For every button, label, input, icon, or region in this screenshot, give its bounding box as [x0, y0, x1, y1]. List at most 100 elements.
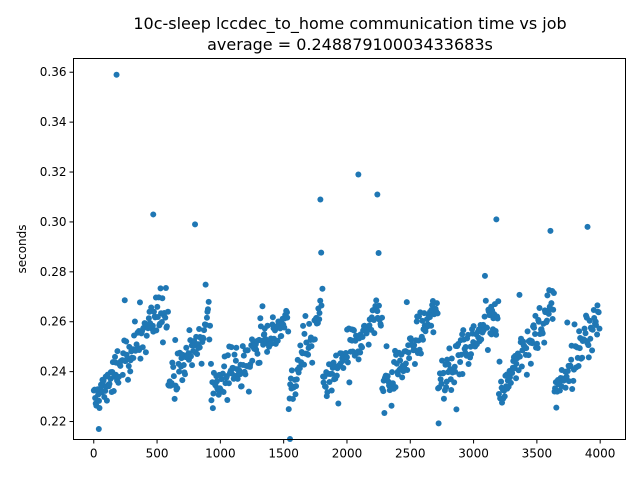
data-point [350, 327, 357, 334]
data-point [213, 378, 220, 385]
data-point [535, 318, 542, 325]
data-point [539, 330, 546, 337]
data-point [201, 327, 208, 334]
data-point [309, 359, 316, 366]
data-point [203, 314, 210, 321]
outlier-point [493, 216, 500, 223]
data-point [335, 400, 342, 407]
data-point [501, 393, 508, 400]
data-point [234, 375, 241, 382]
data-point [228, 344, 235, 351]
data-point [404, 367, 411, 373]
data-point [567, 362, 574, 369]
data-point [435, 420, 442, 427]
data-point [164, 308, 171, 315]
data-point [346, 379, 353, 386]
data-point [264, 322, 271, 329]
data-point [281, 324, 288, 331]
data-point [130, 354, 137, 361]
data-point [513, 375, 520, 382]
data-point [498, 378, 505, 385]
data-point [257, 315, 264, 322]
data-point [548, 300, 555, 307]
chart-subtitle: average = 0.24887910003433683s [207, 35, 493, 54]
data-point [148, 304, 155, 311]
x-tick-label: 1000 [205, 447, 236, 461]
data-point [430, 329, 437, 336]
data-point [403, 299, 410, 306]
data-point [534, 344, 541, 351]
data-point [438, 380, 445, 387]
data-point [285, 406, 292, 413]
data-point [202, 281, 209, 288]
data-point [371, 330, 378, 337]
data-point [110, 388, 117, 395]
y-tick-label: 0.22 [40, 415, 67, 429]
data-point [207, 360, 214, 367]
data-point [595, 309, 602, 316]
data-point [550, 289, 557, 296]
data-point [451, 363, 458, 370]
y-tick-label: 0.32 [40, 165, 67, 179]
data-point [344, 359, 351, 366]
data-point [136, 299, 143, 306]
data-point [411, 342, 418, 349]
data-point [437, 376, 444, 383]
data-point [237, 371, 244, 378]
data-point [127, 368, 134, 375]
data-points [90, 71, 603, 442]
data-point [375, 302, 382, 309]
data-point [131, 318, 138, 325]
data-point [292, 391, 299, 398]
data-point [254, 350, 261, 357]
data-point [285, 328, 292, 335]
data-point [171, 395, 178, 402]
x-tick-label: 3500 [522, 447, 553, 461]
y-tick-label: 0.26 [40, 315, 67, 329]
data-point [569, 385, 576, 392]
data-point [318, 302, 325, 309]
data-point [117, 362, 124, 369]
y-tick-label: 0.36 [40, 65, 67, 79]
data-point [317, 297, 324, 304]
data-point [157, 285, 164, 292]
data-point [365, 341, 372, 348]
data-point [224, 397, 231, 404]
data-point [163, 323, 170, 330]
data-point [459, 370, 466, 377]
data-point [170, 363, 177, 370]
data-point [434, 310, 441, 317]
data-point [121, 297, 128, 304]
data-point [509, 369, 516, 376]
data-point [440, 369, 447, 376]
data-point [452, 368, 459, 375]
outlier-point [374, 191, 381, 198]
data-point [343, 354, 350, 361]
data-point [443, 384, 450, 391]
data-point [527, 360, 534, 367]
data-point [470, 323, 477, 330]
data-point [585, 354, 592, 361]
data-point [200, 335, 207, 342]
data-point [123, 338, 130, 345]
data-point [326, 379, 333, 385]
data-point [174, 385, 181, 392]
axis-ticks: 0 500 1000 1500 2000 2500 3000 3500 4000 0.22 0.24… [40, 65, 616, 460]
data-point [300, 322, 307, 329]
data-point [484, 324, 491, 331]
data-point [448, 386, 455, 393]
data-point [329, 370, 336, 377]
outlier-point [150, 211, 157, 218]
data-point [238, 383, 245, 390]
data-point [301, 330, 308, 337]
plot-frame [73, 58, 626, 440]
data-point [484, 347, 491, 353]
data-point [440, 395, 447, 402]
data-point [218, 376, 225, 383]
data-point [531, 324, 538, 331]
data-point [239, 343, 246, 350]
data-point [380, 388, 387, 395]
data-point [162, 285, 169, 292]
data-point [563, 373, 570, 380]
y-tick-label: 0.24 [40, 365, 67, 379]
